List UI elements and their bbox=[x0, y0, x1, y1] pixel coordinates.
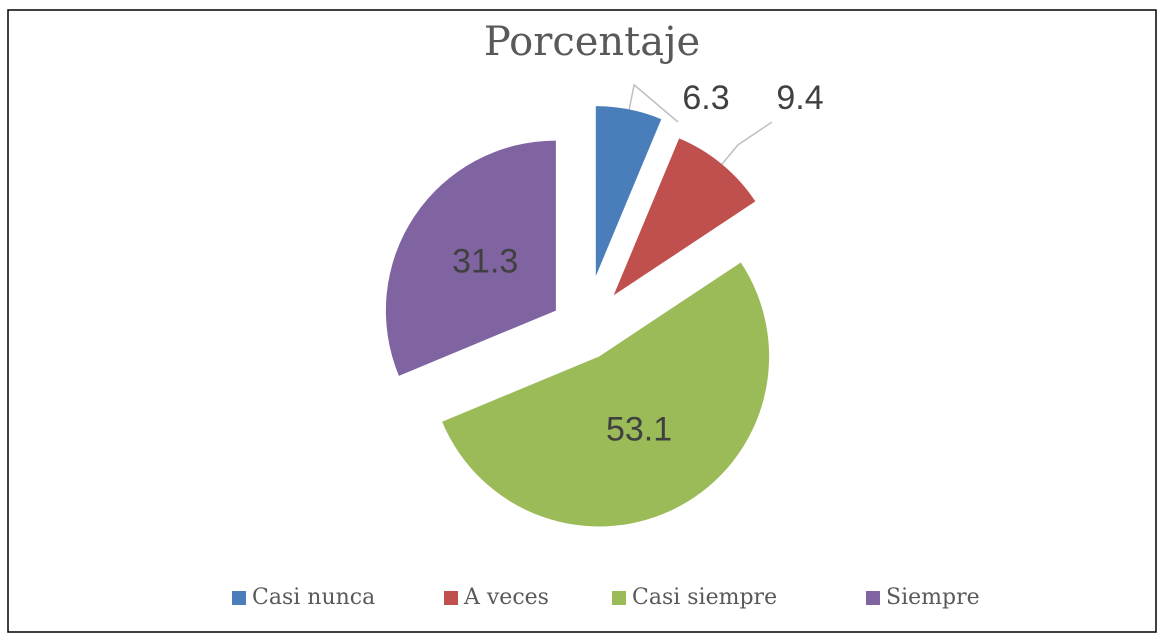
chart-title: Porcentaje bbox=[484, 19, 700, 65]
pie-slice bbox=[613, 138, 756, 296]
chart-frame bbox=[7, 9, 1157, 633]
data-label: 31.3 bbox=[452, 242, 518, 280]
legend-label: Casi nunca bbox=[252, 585, 375, 610]
data-label: 9.4 bbox=[776, 79, 823, 117]
legend-swatch bbox=[232, 591, 246, 605]
pie-slice bbox=[442, 262, 770, 527]
leader-line bbox=[721, 121, 773, 165]
legend-swatch bbox=[444, 591, 458, 605]
data-label: 53.1 bbox=[606, 410, 672, 448]
pie-slice bbox=[385, 140, 556, 376]
leader-line bbox=[628, 83, 679, 123]
legend-label: Casi siempre bbox=[632, 585, 777, 610]
pie-slice bbox=[595, 106, 662, 277]
legend-label: A veces bbox=[463, 585, 549, 610]
data-label: 6.3 bbox=[682, 79, 729, 117]
legend-label: Siempre bbox=[886, 585, 980, 610]
legend-swatch bbox=[612, 591, 626, 605]
legend-swatch bbox=[866, 591, 880, 605]
